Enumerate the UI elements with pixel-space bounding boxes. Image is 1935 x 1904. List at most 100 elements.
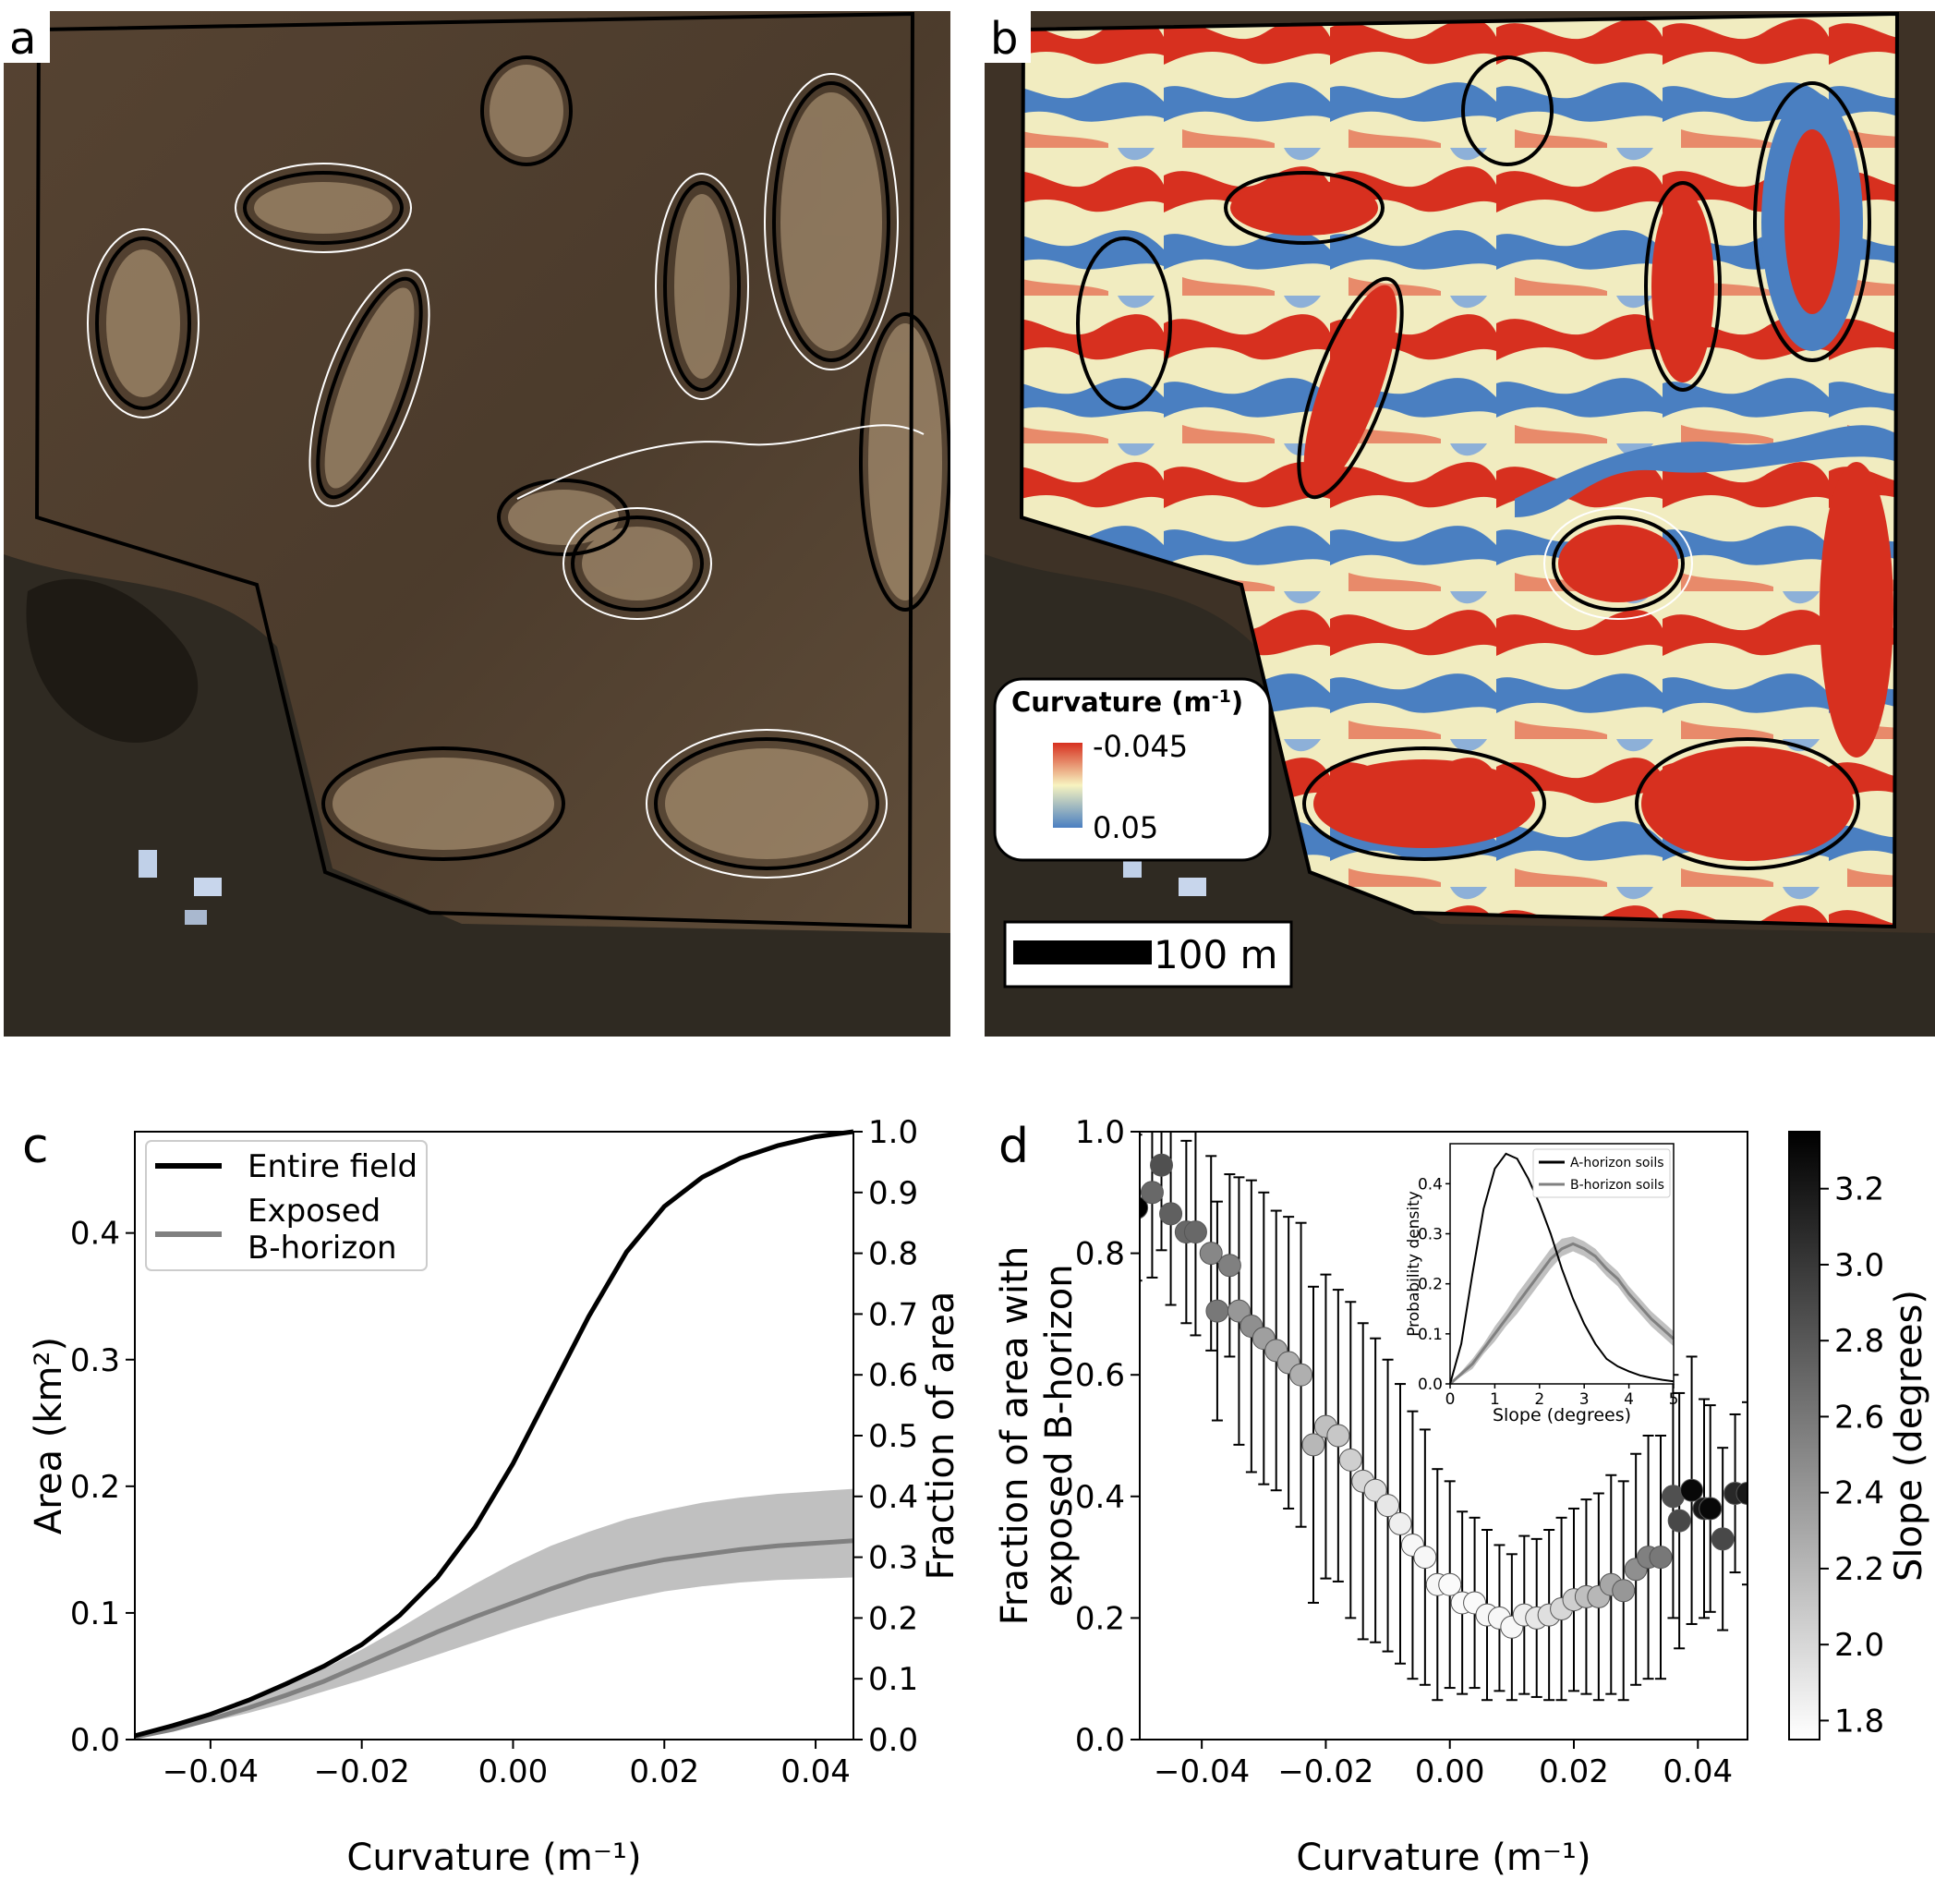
curvature-colorbar	[1053, 743, 1082, 828]
data-point	[1612, 1579, 1636, 1603]
panel-b-map	[985, 11, 1935, 1037]
building	[139, 850, 157, 878]
y-right-tick-label: 0.2	[868, 1600, 918, 1637]
data-point	[1199, 1242, 1223, 1266]
scale-bar-label: 100 m	[1154, 932, 1277, 977]
inset-y-tick-label: 0.3	[1418, 1226, 1443, 1244]
y-right-tick-label: 0.5	[868, 1418, 918, 1455]
field-contours	[87, 55, 950, 879]
curvature-features	[1230, 92, 1897, 861]
y-tick-label: 0.3	[70, 1342, 120, 1379]
x-tick-label: 0.00	[1415, 1753, 1485, 1790]
slope-colorbar	[1788, 1131, 1820, 1740]
inset-x-axis-label: Slope (degrees)	[1493, 1405, 1631, 1425]
y-axis-label: Area (km²)	[28, 1337, 70, 1534]
legend-label-exposed-b-horizon-1: Exposed	[248, 1193, 381, 1230]
inset-chart: 0 1 2 3 4 5 0.0 0.1 0.2 0.3 0.4 Slope (degrees) Prob…	[1405, 1143, 1679, 1425]
y-tick-label: 1.0	[1075, 1114, 1125, 1151]
data-point	[1326, 1424, 1350, 1448]
colorbar-tick-label: 2.0	[1834, 1627, 1884, 1664]
scale-bar: 100 m	[1003, 920, 1293, 988]
data-point	[1289, 1363, 1313, 1387]
x-tick-label: −0.04	[163, 1753, 259, 1790]
x-tick-label: 0.02	[629, 1753, 699, 1790]
panel-d-chart: −0.04 −0.02 0.00 0.02 0.040.00.20.40.60.81.0…	[994, 1114, 1930, 1879]
x-axis-label: Curvature (m⁻¹)	[1296, 1837, 1590, 1879]
y-axis-label-line-2: exposed B-horizon	[1038, 1264, 1081, 1607]
inset-x-tick-label: 4	[1624, 1390, 1634, 1409]
data-point	[1376, 1494, 1400, 1518]
x-tick-label: 0.04	[1663, 1753, 1733, 1790]
trees-area	[4, 554, 950, 1037]
y-tick-label: 0.4	[1075, 1479, 1125, 1516]
panel-b-letter: b	[990, 13, 1018, 65]
y-right-tick-label: 0.1	[868, 1661, 918, 1698]
y-right-tick-label: 0.6	[868, 1357, 918, 1394]
colorbar-tick-label: 2.6	[1834, 1399, 1884, 1436]
panel-b-label-box	[985, 11, 1031, 63]
field-boundary	[1019, 11, 1900, 929]
legend-title: Curvature (m-1)	[1011, 686, 1243, 718]
y-tick-label: 0.4	[70, 1216, 120, 1253]
b-horizon-density-band	[1450, 1236, 1674, 1384]
x-tick-label: −0.02	[314, 1753, 410, 1790]
inset-y-tick-label: 0.1	[1418, 1326, 1443, 1344]
y-tick-label: 0.0	[1075, 1722, 1125, 1759]
data-point	[1711, 1527, 1735, 1551]
inset-y-tick-label: 0.2	[1418, 1276, 1443, 1294]
panel-a-map	[4, 11, 950, 1037]
data-point	[1438, 1572, 1462, 1596]
y-right-tick-label: 0.4	[868, 1479, 918, 1516]
panel-a-letter: a	[9, 13, 36, 65]
panel-c-chart: −0.04 −0.02 0.00 0.02 0.04 0.0 0.1 0.2 0.3 0.4 0.0…	[28, 1114, 962, 1879]
panel-d-letter: d	[998, 1119, 1029, 1174]
curvature-legend: Curvature (m-1) -0.045 0.05	[993, 677, 1272, 862]
building	[1179, 878, 1206, 896]
colorbar-tick-label: 2.8	[1834, 1323, 1884, 1360]
a-horizon-patches	[106, 65, 942, 859]
colorbar-tick-label: 2.4	[1834, 1475, 1884, 1512]
data-point	[1183, 1220, 1207, 1244]
inset-y-axis-label: Probability density	[1405, 1191, 1423, 1337]
colorbar-tick-label: 3.0	[1834, 1247, 1884, 1284]
y-tick-label: 0.1	[70, 1595, 120, 1632]
panel-a-label-box	[4, 11, 50, 63]
data-point	[1338, 1448, 1362, 1472]
curvature-contours	[1076, 55, 1871, 870]
x-tick-label: −0.02	[1277, 1753, 1373, 1790]
building	[185, 910, 207, 925]
data-point	[1150, 1153, 1173, 1177]
legend-frame	[145, 1140, 428, 1271]
inset-x-tick-label: 3	[1579, 1390, 1590, 1409]
x-tick-label: −0.04	[1154, 1753, 1250, 1790]
inset-x-tick-label: 5	[1669, 1390, 1679, 1409]
colorbar-tick-label: 2.2	[1834, 1551, 1884, 1588]
inset-y-tick-label: 0.4	[1418, 1175, 1443, 1194]
inset-legend: A-horizon soils B-horizon soils	[1532, 1148, 1671, 1198]
panel-d-plot-area	[1140, 1132, 1748, 1702]
inset-y-tick-label: 0.0	[1418, 1376, 1443, 1394]
legend-max-label: -0.045	[1093, 729, 1188, 764]
y-right-tick-label: 0.9	[868, 1175, 918, 1212]
y-right-tick-label: 0.8	[868, 1236, 918, 1273]
y-tick-label: 0.6	[1075, 1357, 1125, 1394]
data-point	[1217, 1254, 1241, 1278]
x-axis-label: Curvature (m⁻¹)	[346, 1837, 641, 1879]
data-point	[1413, 1546, 1437, 1570]
inset-x-tick-label: 0	[1445, 1390, 1456, 1409]
legend-label-entire-field: Entire field	[248, 1148, 417, 1185]
y-right-tick-label: 0.7	[868, 1296, 918, 1333]
inset-legend-frame	[1532, 1148, 1671, 1198]
data-point	[1388, 1511, 1412, 1535]
panel-d-axes-frame	[1139, 1131, 1748, 1740]
building	[194, 878, 222, 896]
panel-c-letter: c	[22, 1119, 49, 1174]
data-point	[1735, 1482, 1748, 1506]
entire-field-line	[134, 1129, 854, 1739]
y-right-axis-label: Fraction of area	[920, 1292, 962, 1581]
inset-legend-label-b-horizon: B-horizon soils	[1570, 1178, 1664, 1193]
field-boundary	[34, 11, 915, 929]
inset-legend-label-a-horizon: A-horizon soils	[1570, 1156, 1664, 1170]
